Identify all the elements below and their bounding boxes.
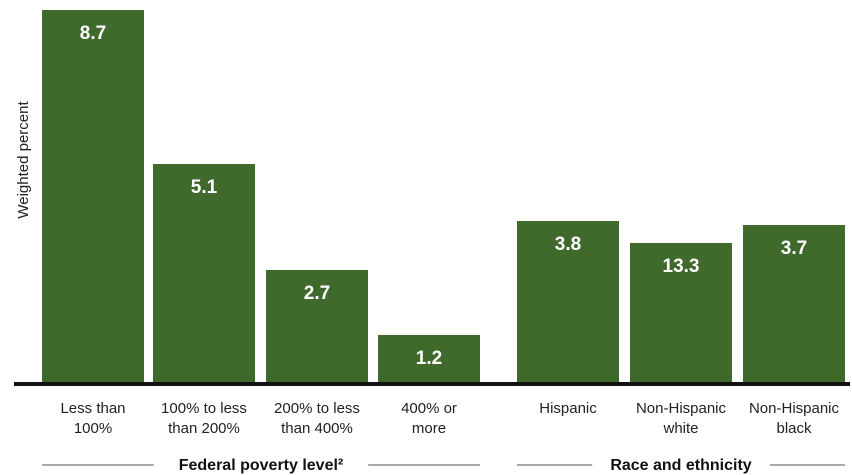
category-label-3: 400% or more	[401, 400, 457, 437]
category-label-line: black	[776, 420, 812, 437]
bar-1	[153, 164, 255, 384]
category-label-line: Less than	[60, 400, 125, 417]
bar-value-label-6: 3.7	[781, 238, 807, 259]
bar-0	[42, 10, 144, 384]
category-label-line: Hispanic	[539, 400, 597, 417]
y-axis-label: Weighted percent	[15, 101, 32, 219]
bar-5	[630, 243, 732, 384]
category-label-5: Non-Hispanic white	[636, 400, 727, 437]
bar-4	[517, 221, 619, 384]
bars-layer	[42, 10, 845, 384]
bar-value-label-0: 8.7	[80, 23, 106, 44]
bar-value-label-3: 1.2	[416, 348, 442, 369]
category-label-4: Hispanic	[539, 400, 597, 417]
category-label-line: 200% to less	[274, 400, 360, 417]
bar-6	[743, 225, 845, 384]
category-label-line: Non-Hispanic	[636, 400, 727, 417]
bar-value-label-4: 3.8	[555, 234, 581, 255]
group-label-0: Federal poverty level²	[179, 457, 344, 474]
category-label-line: more	[412, 420, 446, 437]
category-label-line: Non-Hispanic	[749, 400, 840, 417]
group-label-1: Race and ethnicity	[610, 457, 751, 474]
group-labels-layer: Federal poverty level² Race and ethnicity	[42, 457, 845, 474]
category-label-line: 100% to less	[161, 400, 247, 417]
category-label-0: Less than 100%	[60, 400, 125, 437]
category-label-6: Non-Hispanic black	[749, 400, 840, 437]
bar-2	[266, 270, 368, 384]
bar-value-label-1: 5.1	[191, 177, 218, 198]
category-label-line: white	[662, 420, 698, 437]
category-label-1: 100% to less than 200%	[161, 400, 247, 437]
bar-value-label-2: 2.7	[304, 283, 330, 304]
category-label-line: 100%	[74, 420, 112, 437]
category-label-line: 400% or	[401, 400, 457, 417]
category-label-line: than 200%	[168, 420, 240, 437]
category-label-line: than 400%	[281, 420, 353, 437]
bar-3	[378, 335, 480, 384]
tick-labels-layer: Less than 100% 100% to less than 200% 200% t…	[60, 400, 839, 437]
category-label-2: 200% to less than 400%	[274, 400, 360, 437]
bar-value-label-5: 13.3	[663, 256, 700, 277]
value-labels-layer: 8.7 5.1 2.7 1.2 3.8 13.3 3.7	[80, 23, 807, 369]
